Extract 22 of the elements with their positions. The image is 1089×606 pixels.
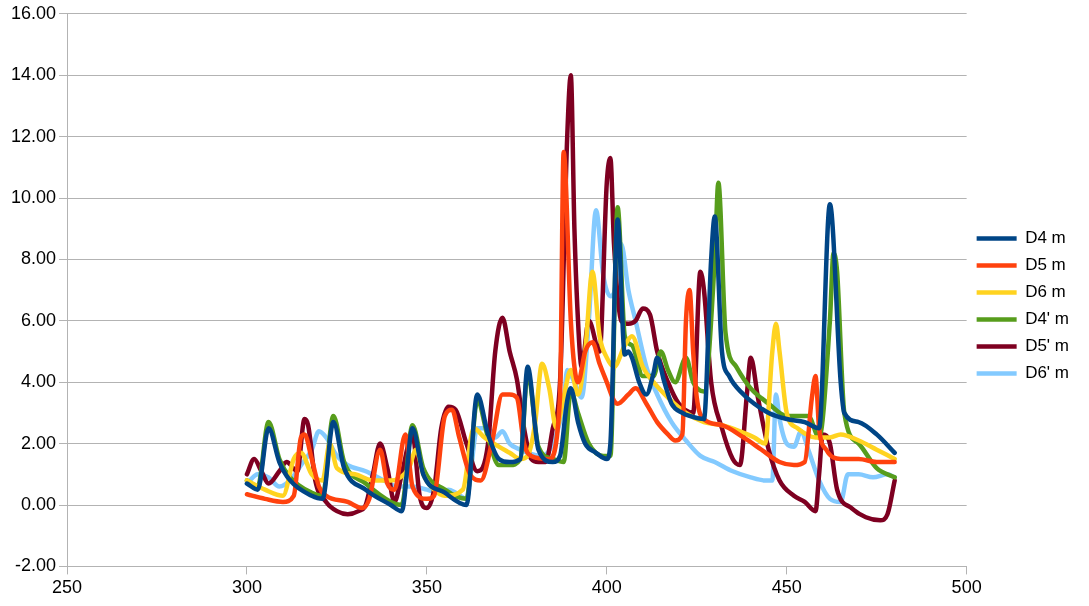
x-tick-label: 250 [52, 577, 83, 598]
x-tick-label: 350 [411, 577, 442, 598]
y-tick-label: 8.00 [21, 248, 57, 269]
x-tick-label: 400 [591, 577, 622, 598]
legend-label: D5' m [1025, 336, 1070, 356]
legend-label: D4' m [1025, 309, 1070, 329]
x-tick-label: 450 [771, 577, 802, 598]
y-tick-label: -2.00 [15, 555, 57, 576]
y-tick-label: 4.00 [21, 371, 57, 392]
y-tick-label: 6.00 [21, 309, 57, 330]
y-tick-label: 14.00 [11, 64, 57, 85]
y-tick-label: 0.00 [21, 493, 57, 514]
legend-label: D5 m [1025, 255, 1066, 275]
x-tick-label: 300 [231, 577, 262, 598]
y-tick-label: 12.00 [11, 125, 57, 146]
y-tick-label: 2.00 [21, 432, 57, 453]
y-tick-label: 16.00 [11, 2, 57, 23]
y-tick-label: 10.00 [11, 186, 57, 207]
legend-label: D6 m [1025, 282, 1066, 302]
x-tick-label: 500 [951, 577, 982, 598]
legend-label: D6' m [1025, 363, 1070, 383]
legend-label: D4 m [1025, 228, 1066, 248]
